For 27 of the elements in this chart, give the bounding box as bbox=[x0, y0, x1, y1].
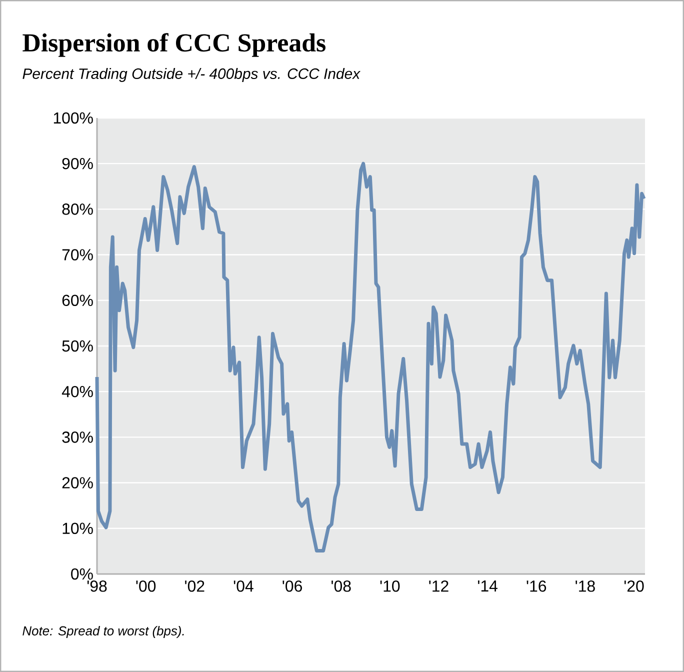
x-tick-label: '12 bbox=[429, 580, 448, 592]
y-tick-label: 50% bbox=[62, 340, 93, 352]
line-series bbox=[95, 162, 646, 552]
x-tick-label: '10 bbox=[380, 580, 400, 592]
y-tick-label: 40% bbox=[62, 386, 93, 398]
y-tick-label: 10% bbox=[62, 522, 93, 534]
y-tick-label: 0% bbox=[71, 568, 93, 580]
x-tick-label: '08 bbox=[332, 580, 351, 592]
y-tick-label: 60% bbox=[62, 294, 93, 306]
chart-title: Dispersion of CCC Spreads bbox=[22, 33, 326, 57]
x-tick-label: '06 bbox=[282, 580, 302, 592]
y-tick-label: 90% bbox=[62, 158, 93, 170]
y-tick-label: 100% bbox=[54, 112, 93, 124]
x-tick-label: '98 bbox=[87, 580, 107, 592]
x-tick-label: '00 bbox=[136, 580, 156, 592]
x-tick-label: '04 bbox=[234, 580, 254, 592]
x-tick-label: '02 bbox=[185, 580, 204, 592]
text: Note: Spread to worst (bps). bbox=[22, 626, 184, 638]
x-tick-label: '14 bbox=[478, 580, 498, 592]
y-tick-label: 70% bbox=[62, 249, 93, 260]
chart-subtitle: Percent Trading Outside +/- 400bps vs. CCC Index bbox=[22, 68, 361, 82]
y-tick-label: 80% bbox=[62, 204, 93, 215]
x-tick-label: '18 bbox=[576, 580, 595, 592]
y-tick-label: 20% bbox=[62, 477, 93, 488]
y-tick-label: 30% bbox=[62, 432, 93, 443]
x-tick-label: '16 bbox=[526, 580, 546, 592]
x-tick-label: '20 bbox=[624, 580, 644, 592]
